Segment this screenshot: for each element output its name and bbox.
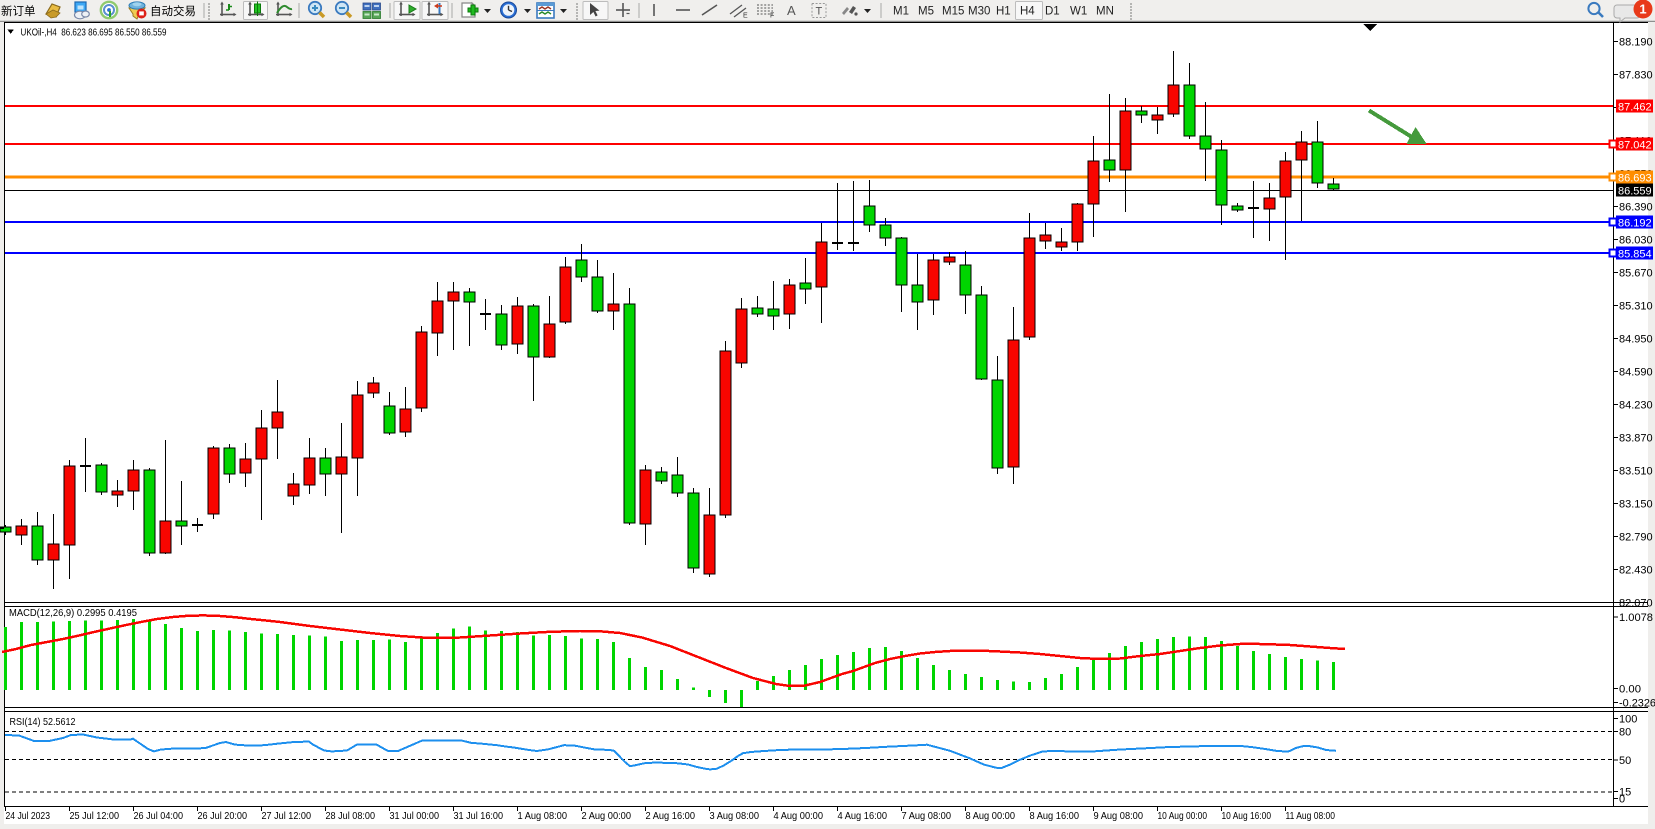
svg-text:86.390: 86.390 [1619, 202, 1653, 214]
svg-text:31 Jul 00:00: 31 Jul 00:00 [390, 810, 440, 822]
svg-text:31 Jul 16:00: 31 Jul 16:00 [454, 810, 504, 822]
svg-text:100: 100 [1619, 714, 1637, 726]
svg-text:82.070: 82.070 [1619, 598, 1653, 610]
svg-text:7 Aug 08:00: 7 Aug 08:00 [902, 810, 952, 822]
svg-text:MN: MN [1096, 6, 1114, 18]
svg-text:27 Jul 12:00: 27 Jul 12:00 [262, 810, 312, 822]
svg-text:F: F [770, 13, 774, 20]
svg-text:H1: H1 [996, 6, 1011, 18]
svg-text:自动交易: 自动交易 [150, 4, 196, 18]
svg-text:2 Aug 16:00: 2 Aug 16:00 [646, 810, 696, 822]
svg-text:H4: H4 [1020, 6, 1035, 18]
svg-text:MACD(12,26,9) 0.2995 0.4195: MACD(12,26,9) 0.2995 0.4195 [9, 607, 137, 619]
svg-text:1 Aug 08:00: 1 Aug 08:00 [518, 810, 568, 822]
svg-text:M5: M5 [918, 6, 934, 18]
svg-text:50: 50 [1619, 755, 1631, 767]
svg-text:M1: M1 [893, 6, 909, 18]
svg-text:87.830: 87.830 [1619, 70, 1653, 82]
svg-text:UKOil-,H4 86.623 86.695 86.55: UKOil-,H4 86.623 86.695 86.550 86.559 [21, 27, 167, 39]
svg-text:28 Jul 08:00: 28 Jul 08:00 [326, 810, 376, 822]
svg-text:85.854: 85.854 [1618, 249, 1652, 261]
svg-text:4 Aug 16:00: 4 Aug 16:00 [838, 810, 888, 822]
svg-text:10 Aug 16:00: 10 Aug 16:00 [1222, 810, 1272, 822]
svg-text:3 Aug 08:00: 3 Aug 08:00 [710, 810, 760, 822]
svg-text:10 Aug 00:00: 10 Aug 00:00 [1158, 810, 1208, 822]
svg-text:2 Aug 00:00: 2 Aug 00:00 [582, 810, 632, 822]
svg-text:T: T [816, 6, 823, 18]
svg-text:M30: M30 [968, 6, 990, 18]
svg-text:8 Aug 16:00: 8 Aug 16:00 [1030, 810, 1080, 822]
svg-text:A: A [787, 3, 796, 18]
svg-text:1: 1 [1639, 2, 1646, 17]
svg-text:82.790: 82.790 [1619, 532, 1653, 544]
svg-text:84.590: 84.590 [1619, 367, 1653, 379]
svg-text:15: 15 [1619, 787, 1631, 799]
svg-text:0.00: 0.00 [1619, 684, 1641, 696]
svg-text:4 Aug 00:00: 4 Aug 00:00 [774, 810, 824, 822]
svg-text:86.693: 86.693 [1618, 173, 1652, 185]
svg-text:8 Aug 00:00: 8 Aug 00:00 [966, 810, 1016, 822]
svg-text:9 Aug 08:00: 9 Aug 08:00 [1094, 810, 1144, 822]
svg-text:85.310: 85.310 [1619, 301, 1653, 313]
svg-text:87.462: 87.462 [1618, 102, 1652, 114]
svg-text:83.510: 83.510 [1619, 466, 1653, 478]
svg-text:86.559: 86.559 [1618, 186, 1652, 198]
svg-text:84.950: 84.950 [1619, 334, 1653, 346]
svg-text:88.190: 88.190 [1619, 37, 1653, 49]
svg-text:M15: M15 [942, 6, 964, 18]
svg-text:83.870: 83.870 [1619, 433, 1653, 445]
svg-text:26 Jul 20:00: 26 Jul 20:00 [198, 810, 248, 822]
svg-text:D1: D1 [1045, 6, 1060, 18]
svg-text:86.192: 86.192 [1618, 218, 1652, 230]
svg-text:87.042: 87.042 [1618, 140, 1652, 152]
svg-text:新订单: 新订单 [1, 4, 36, 18]
svg-text:26 Jul 04:00: 26 Jul 04:00 [134, 810, 184, 822]
svg-text:E: E [743, 13, 748, 20]
svg-text:85.670: 85.670 [1619, 268, 1653, 280]
svg-text:83.150: 83.150 [1619, 499, 1653, 511]
svg-text:-0.2326: -0.2326 [1619, 697, 1655, 709]
svg-text:86.030: 86.030 [1619, 235, 1653, 247]
svg-text:80: 80 [1619, 727, 1631, 739]
svg-text:11 Aug 08:00: 11 Aug 08:00 [1286, 810, 1336, 822]
svg-text:0: 0 [1619, 794, 1625, 806]
svg-text:RSI(14) 52.5612: RSI(14) 52.5612 [10, 716, 76, 728]
svg-text:82.430: 82.430 [1619, 565, 1653, 577]
svg-text:1.0078: 1.0078 [1619, 612, 1653, 624]
svg-text:W1: W1 [1070, 6, 1087, 18]
svg-text:25 Jul 12:00: 25 Jul 12:00 [70, 810, 120, 822]
svg-text:24 Jul 2023: 24 Jul 2023 [6, 810, 51, 822]
svg-text:84.230: 84.230 [1619, 400, 1653, 412]
